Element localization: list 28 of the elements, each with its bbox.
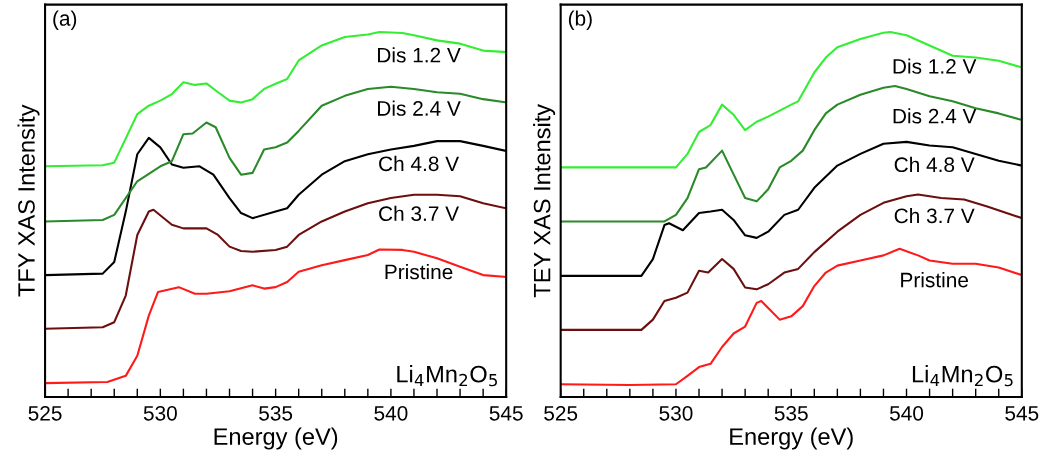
annotation: Li$_{4}$Mn$_{2}$O$_{5}$ (397, 365, 497, 387)
x-tick-label: 540 (374, 405, 408, 421)
x-tick-label: 540 (889, 405, 924, 421)
x-tick-label: 535 (774, 405, 808, 421)
series-label: Ch 3.7 V (894, 207, 975, 224)
x-tick-label: 545 (1005, 406, 1039, 421)
series-label: Ch 3.7 V (379, 205, 460, 222)
series-label: Dis 2.4 V (893, 108, 977, 124)
x-tick-label: 525 (544, 405, 578, 421)
x-tick-label: 530 (143, 405, 177, 421)
annotation: Li$_{4}$Mn$_{2}$O$_{5}$ (912, 365, 1013, 387)
series-label: Ch 4.8 V (379, 155, 460, 172)
chart-title: (b) (568, 10, 592, 30)
x-tick-label: 525 (28, 405, 62, 421)
y-axis-title: TEY XAS Intensity (533, 103, 556, 298)
series-label: Dis 1.2 V (893, 58, 977, 74)
y-axis-title: TFY XAS Intensity (17, 104, 40, 297)
x-tick-label: 535 (259, 405, 293, 421)
series-label: Dis 2.4 V (378, 100, 461, 116)
x-axis-title: Energy (eV) (730, 427, 853, 450)
series-label: Pristine (901, 272, 968, 288)
series-label: Pristine (385, 264, 453, 280)
series-label: Ch 4.8 V (894, 156, 975, 173)
series-label: Dis 1.2 V (378, 47, 461, 63)
chart-title: (a) (53, 10, 77, 30)
x-axis-title: Energy (eV) (214, 427, 338, 450)
x-tick-label: 545 (489, 406, 523, 421)
x-tick-label: 530 (659, 405, 693, 421)
